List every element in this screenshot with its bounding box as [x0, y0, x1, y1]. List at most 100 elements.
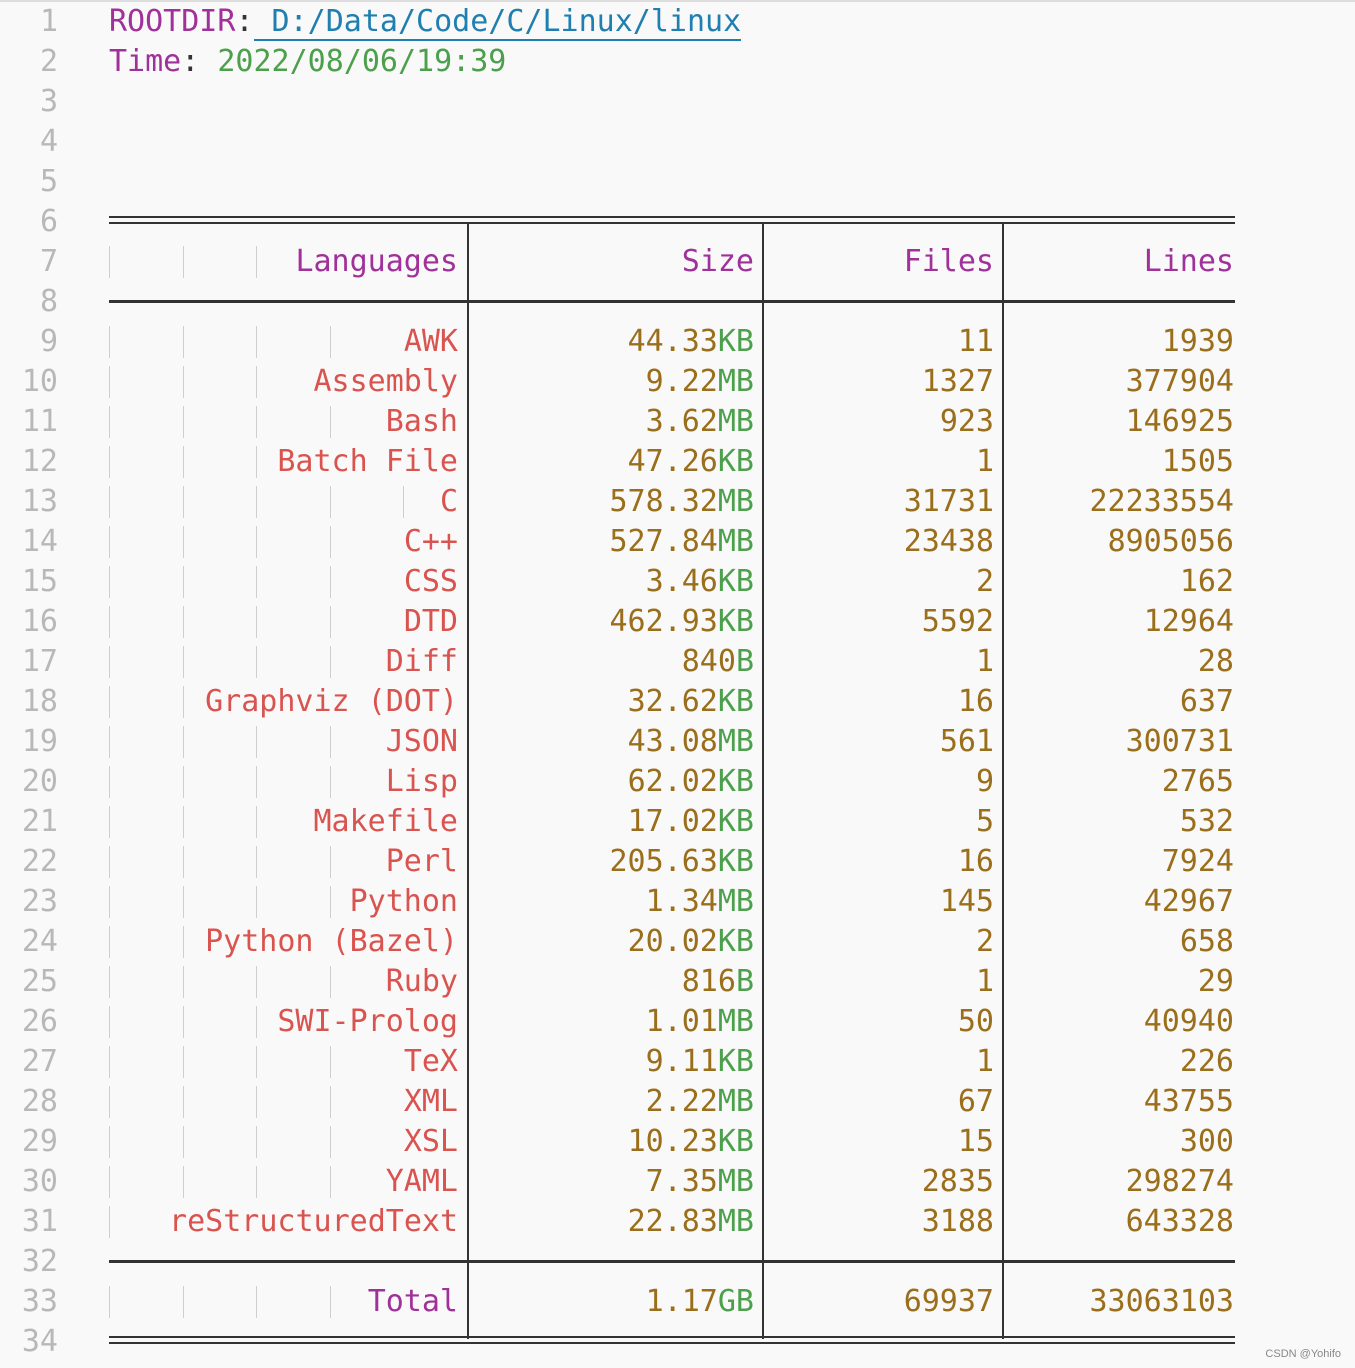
line-number: 20 — [21, 764, 58, 799]
table-row-size: 7.35MB — [470, 1162, 754, 1202]
indent-guide — [109, 686, 110, 718]
indent-guide — [256, 1086, 258, 1118]
indent-guide — [182, 726, 184, 758]
time-line: Time: 2022/08/06/19:39 — [109, 44, 507, 79]
indent-guide — [109, 1126, 110, 1158]
table-row-language: Assembly — [313, 364, 459, 399]
total-row-language: Total — [367, 1284, 458, 1319]
indent-guide — [256, 766, 258, 798]
table-row-files: 1 — [975, 644, 994, 679]
size-unit: KB — [717, 684, 754, 719]
indent-guide — [109, 606, 110, 638]
line-number: 16 — [21, 604, 58, 639]
line-number: 23 — [21, 884, 58, 919]
indent-guide — [329, 646, 331, 678]
table-row-size: 9.22MB — [470, 362, 754, 402]
rootdir-link[interactable]: D:/Data/Code/C/Linux/linux — [253, 4, 742, 41]
indent-guide — [256, 1166, 258, 1198]
line-number: 8 — [39, 284, 58, 319]
indent-guide — [109, 406, 110, 438]
size-value: 578.32 — [609, 484, 718, 519]
indent-guide — [109, 446, 110, 478]
indent-guide — [329, 526, 331, 558]
column-header-lines: Lines — [1143, 244, 1234, 279]
table-bottom-border — [109, 1336, 1235, 1338]
table-row-files: 1 — [975, 1044, 994, 1079]
table-row-size: 3.62MB — [470, 402, 754, 442]
size-value: 1.17 — [645, 1284, 718, 1319]
size-unit: KB — [717, 844, 754, 879]
size-unit: KB — [717, 1044, 754, 1079]
size-value: 32.62 — [627, 684, 718, 719]
table-row-size: 816B — [470, 962, 754, 1002]
line-number: 28 — [21, 1084, 58, 1119]
table-row-size: 44.33KB — [470, 322, 754, 362]
table-row-files: 3188 — [921, 1204, 994, 1239]
line-number: 15 — [21, 564, 58, 599]
line-number: 21 — [21, 804, 58, 839]
indent-guide — [329, 886, 331, 918]
size-unit: MB — [717, 484, 754, 519]
table-row-language: XSL — [403, 1124, 458, 1159]
indent-guide — [182, 606, 184, 638]
indent-guide — [109, 766, 110, 798]
table-row-language: Python (Bazel) — [205, 924, 458, 959]
table-top-border — [109, 216, 1235, 218]
table-row-files: 145 — [939, 884, 994, 919]
table-row-files: 11 — [957, 324, 994, 359]
indent-guide — [109, 1166, 110, 1198]
line-number: 9 — [39, 324, 58, 359]
table-row-files: 1 — [975, 444, 994, 479]
table-row-files: 2 — [975, 564, 994, 599]
table-row-files: 9 — [975, 764, 994, 799]
table-row-size: 1.01MB — [470, 1002, 754, 1042]
size-value: 10.23 — [627, 1124, 718, 1159]
rootdir-key: ROOTDIR — [109, 4, 236, 39]
table-row-language: Graphviz (DOT) — [205, 684, 458, 719]
table-row-files: 5 — [975, 804, 994, 839]
line-number: 7 — [39, 244, 58, 279]
line-number: 32 — [21, 1244, 58, 1279]
size-value: 3.62 — [645, 404, 718, 439]
indent-guide — [109, 806, 110, 838]
total-row-size: 1.17GB — [470, 1282, 754, 1322]
indent-guide — [182, 406, 184, 438]
size-value: 47.26 — [627, 444, 718, 479]
size-unit: MB — [717, 364, 754, 399]
line-number: 10 — [21, 364, 58, 399]
table-row-size: 62.02KB — [470, 762, 754, 802]
table-row-size: 205.63KB — [470, 842, 755, 882]
indent-guide — [256, 726, 258, 758]
indent-guide — [182, 486, 184, 518]
size-unit: B — [735, 964, 754, 999]
size-unit: KB — [717, 604, 754, 639]
line-number: 18 — [21, 684, 58, 719]
column-divider — [467, 224, 469, 1339]
line-number: 5 — [39, 164, 58, 199]
table-row-lines: 226 — [1179, 1044, 1234, 1079]
indent-guide — [256, 246, 258, 278]
line-number: 3 — [39, 84, 58, 119]
size-unit: GB — [717, 1284, 754, 1319]
column-header-size: Size — [681, 244, 754, 279]
indent-guide — [109, 526, 110, 558]
indent-guide — [182, 326, 184, 358]
indent-guide — [182, 646, 184, 678]
line-number: 19 — [21, 724, 58, 759]
line-number: 29 — [21, 1124, 58, 1159]
table-row-lines: 2765 — [1161, 764, 1234, 799]
indent-guide — [109, 326, 110, 358]
indent-guide — [182, 446, 184, 478]
indent-guide — [329, 406, 331, 438]
size-unit: MB — [717, 1164, 754, 1199]
table-row-language: JSON — [385, 724, 458, 759]
size-value: 43.08 — [627, 724, 718, 759]
table-row-lines: 1939 — [1161, 324, 1234, 359]
size-value: 840 — [681, 644, 736, 679]
table-row-files: 16 — [957, 844, 994, 879]
indent-guide — [109, 966, 110, 998]
table-row-size: 43.08MB — [470, 722, 754, 762]
rootdir-line: ROOTDIR: D:/Data/Code/C/Linux/linux — [109, 4, 742, 41]
table-row-lines: 532 — [1179, 804, 1234, 839]
size-unit: MB — [717, 524, 754, 559]
